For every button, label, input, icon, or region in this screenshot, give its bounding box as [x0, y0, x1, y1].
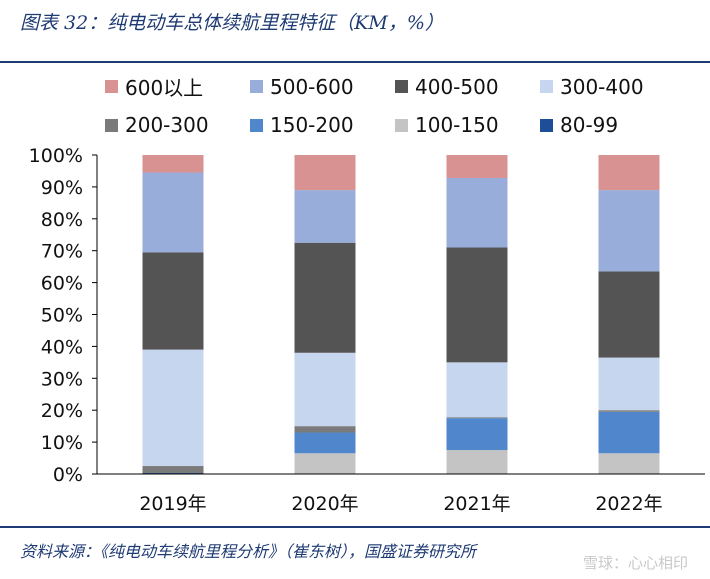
- bottom-rule: [0, 526, 710, 528]
- legend-label: 80-99: [560, 113, 619, 137]
- legend-swatch: [395, 118, 408, 132]
- legend-swatch: [395, 80, 408, 93]
- bar-segment: [294, 426, 356, 433]
- y-tick-label: 0%: [53, 464, 83, 486]
- y-tick-label: 100%: [29, 145, 83, 167]
- y-tick-label: 70%: [41, 241, 83, 263]
- legend-swatch: [250, 80, 263, 93]
- bar-segment: [142, 466, 204, 474]
- y-tick-label: 10%: [41, 432, 83, 454]
- bar-segment: [142, 172, 204, 253]
- figure-title: 图表 32：纯电动车总体续航里程特征（KM，%）: [20, 12, 444, 34]
- bar-segment: [598, 453, 660, 474]
- bar-segment: [446, 362, 508, 418]
- legend-item: 150-200: [250, 113, 395, 137]
- legend-label: 300-400: [560, 74, 644, 99]
- bar-segment: [598, 410, 660, 412]
- legend-item: 600以上: [105, 72, 250, 101]
- bar-segment: [294, 190, 356, 243]
- bar-segment: [446, 247, 508, 363]
- legend-label: 150-200: [270, 113, 354, 137]
- legend-swatch: [540, 80, 553, 93]
- bar-segment: [294, 242, 356, 353]
- bar-segment: [446, 177, 508, 248]
- legend-swatch: [540, 118, 553, 132]
- y-tick-label: 60%: [41, 273, 83, 295]
- bar-segment: [142, 155, 204, 173]
- bar-segment: [294, 155, 356, 191]
- bar-segment: [446, 418, 508, 451]
- legend-item: 200-300: [105, 113, 250, 137]
- legend-label: 500-600: [270, 74, 354, 99]
- bar-segment: [446, 450, 508, 474]
- bar-segment: [142, 252, 204, 350]
- legend-item: 500-600: [250, 72, 395, 101]
- bar-segment: [446, 155, 508, 178]
- bar-segment: [446, 417, 508, 419]
- source-note: 资料来源：《纯电动车续航里程分析》（崔东树），国盛证券研究所: [20, 542, 477, 561]
- x-tick-label: 2022年: [595, 493, 662, 515]
- bar-segment: [294, 453, 356, 474]
- bar-segment: [142, 349, 204, 467]
- legend-label: 100-150: [415, 113, 499, 137]
- bar-segment: [598, 190, 660, 272]
- y-tick-label: 80%: [41, 209, 83, 231]
- y-tick-label: 20%: [41, 400, 83, 422]
- bar-segment: [294, 432, 356, 454]
- x-tick-label: 2020年: [291, 493, 358, 515]
- y-tick-label: 40%: [41, 336, 83, 358]
- watermark: 雪球：心心相印: [582, 554, 688, 572]
- bar-segment: [598, 357, 660, 411]
- y-tick-label: 50%: [41, 305, 83, 327]
- legend-item: 100-150: [395, 113, 540, 137]
- legend-label: 600以上: [125, 76, 204, 100]
- legend-item: 300-400: [540, 72, 665, 101]
- y-tick-label: 90%: [41, 177, 83, 199]
- x-tick-label: 2019年: [139, 493, 206, 515]
- chart-legend: 600以上 500-600 400-500 300-400 200-300 15…: [105, 72, 665, 137]
- x-tick-label: 2021年: [443, 493, 510, 515]
- bar-segment: [598, 411, 660, 454]
- legend-item: 80-99: [540, 113, 665, 137]
- bar-segment: [294, 352, 356, 427]
- legend-label: 200-300: [125, 113, 209, 137]
- y-tick-label: 30%: [41, 368, 83, 390]
- top-rule: [0, 61, 710, 63]
- legend-swatch: [105, 118, 118, 132]
- bar-segment: [598, 271, 660, 358]
- legend-swatch: [250, 118, 263, 132]
- legend-item: 400-500: [395, 72, 540, 101]
- bar-segment: [598, 155, 660, 191]
- legend-label: 400-500: [415, 74, 499, 99]
- legend-swatch: [105, 80, 118, 93]
